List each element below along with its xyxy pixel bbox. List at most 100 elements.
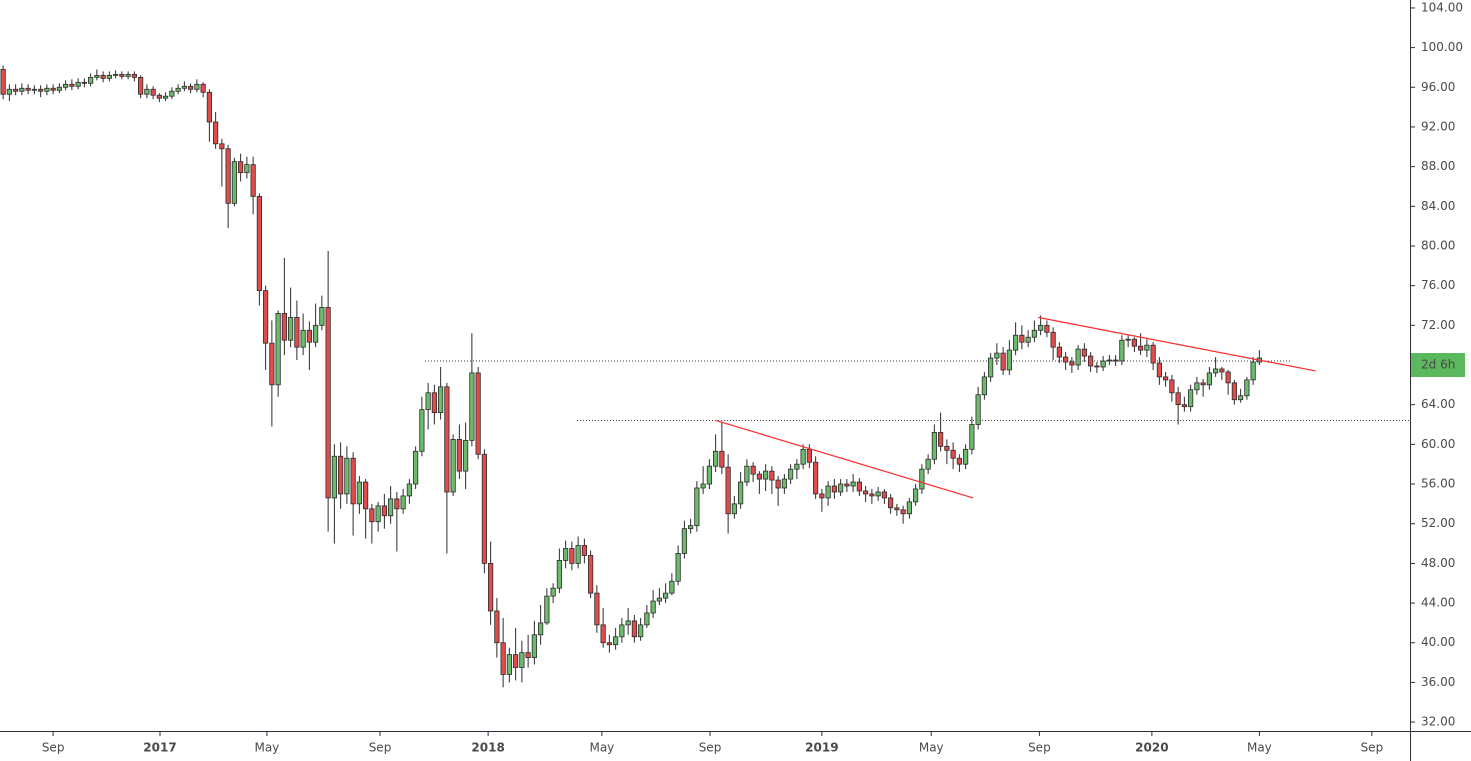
candle-body bbox=[819, 493, 825, 499]
candle-body bbox=[456, 438, 462, 472]
y-tick-label: 84.00 bbox=[1421, 199, 1455, 213]
candle-body bbox=[669, 580, 675, 594]
candle-body bbox=[606, 642, 612, 646]
candle-body bbox=[113, 73, 119, 76]
candle-body bbox=[613, 636, 619, 646]
candle-body bbox=[375, 505, 381, 523]
candle-body bbox=[138, 76, 144, 95]
x-tick-label: 2020 bbox=[1135, 741, 1168, 755]
candle-body bbox=[894, 507, 900, 511]
candle-body bbox=[325, 307, 331, 499]
candle-body bbox=[1069, 361, 1075, 366]
candle-body bbox=[344, 457, 350, 495]
candle-body bbox=[431, 392, 437, 414]
x-tick-label: May bbox=[254, 741, 279, 755]
candle-body bbox=[744, 465, 750, 483]
x-tick-label: May bbox=[1247, 741, 1272, 755]
candle-body bbox=[481, 453, 487, 564]
candle-body bbox=[450, 438, 456, 493]
candle-body bbox=[319, 307, 325, 326]
candle-body bbox=[31, 88, 37, 91]
candle-body bbox=[256, 195, 262, 292]
candle-body bbox=[800, 448, 806, 465]
candle-body bbox=[1063, 356, 1069, 363]
candle-body bbox=[775, 479, 781, 489]
candle-body bbox=[663, 592, 669, 599]
candle-body bbox=[813, 461, 819, 495]
candle-body bbox=[300, 329, 306, 348]
candle-body bbox=[150, 88, 156, 96]
candle-body bbox=[1244, 379, 1250, 397]
candle-body bbox=[869, 493, 875, 497]
candle-body bbox=[1175, 392, 1181, 406]
candle-body bbox=[919, 468, 925, 490]
candle-body bbox=[0, 69, 6, 95]
candle-body bbox=[706, 465, 712, 485]
candle-body bbox=[1169, 379, 1175, 394]
candle-body bbox=[1156, 362, 1162, 378]
candle-body bbox=[1225, 371, 1231, 384]
candle-body bbox=[913, 488, 919, 503]
candle-body bbox=[756, 473, 762, 480]
candle-body bbox=[125, 73, 131, 77]
candle-body bbox=[1200, 382, 1206, 386]
candle-body bbox=[219, 143, 225, 150]
candle-body bbox=[725, 466, 731, 515]
candle-body bbox=[806, 448, 812, 463]
candle-body bbox=[1088, 355, 1094, 367]
candle-body bbox=[700, 483, 706, 489]
candle-body bbox=[331, 455, 337, 499]
x-tick-label: Sep bbox=[369, 741, 392, 755]
candle-body bbox=[1038, 324, 1044, 331]
candle-body bbox=[994, 352, 1000, 359]
price-marker-label: 2d 6h bbox=[1421, 358, 1455, 372]
candle-body bbox=[638, 624, 644, 638]
candle-body bbox=[588, 555, 594, 594]
candle-body bbox=[175, 87, 181, 92]
candle-body bbox=[719, 450, 725, 468]
candle-body bbox=[525, 652, 531, 659]
candle-body bbox=[69, 83, 75, 87]
candle-body bbox=[500, 642, 506, 675]
candle-body bbox=[631, 620, 637, 638]
candle-body bbox=[6, 88, 12, 95]
y-tick-label: 56.00 bbox=[1421, 477, 1455, 491]
candle-body bbox=[569, 548, 575, 564]
candle-body bbox=[356, 481, 362, 505]
candle-body bbox=[1100, 360, 1106, 368]
candle-body bbox=[13, 88, 19, 92]
candle-body bbox=[1238, 395, 1244, 401]
candle-body bbox=[581, 545, 587, 556]
candle-body bbox=[25, 87, 31, 91]
candle-body bbox=[275, 313, 281, 386]
candle-body bbox=[163, 95, 169, 99]
candle-body bbox=[1119, 339, 1125, 362]
candle-body bbox=[1019, 334, 1025, 343]
candle-body bbox=[688, 525, 694, 530]
candle-body bbox=[1194, 382, 1200, 391]
candle-body bbox=[413, 450, 419, 485]
candle-body bbox=[231, 161, 237, 204]
candle-body bbox=[475, 372, 481, 455]
candle-body bbox=[338, 455, 344, 495]
candle-body bbox=[788, 468, 794, 480]
candle-body bbox=[181, 85, 187, 89]
candle-body bbox=[538, 622, 544, 636]
x-tick-label: May bbox=[919, 741, 944, 755]
x-tick-label: May bbox=[589, 741, 614, 755]
candle-body bbox=[563, 548, 569, 561]
candle-body bbox=[738, 481, 744, 505]
candle-body bbox=[444, 386, 450, 493]
candle-body bbox=[856, 481, 862, 492]
candle-body bbox=[294, 316, 300, 348]
candle-body bbox=[1106, 359, 1112, 362]
candle-body bbox=[831, 485, 837, 493]
candle-body bbox=[956, 457, 962, 465]
candle-body bbox=[1213, 368, 1219, 374]
y-tick-label: 100.00 bbox=[1421, 40, 1463, 54]
candle-body bbox=[763, 470, 769, 480]
candle-body bbox=[494, 610, 500, 644]
candle-body bbox=[769, 470, 775, 481]
